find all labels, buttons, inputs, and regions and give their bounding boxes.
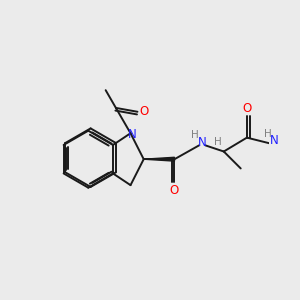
Polygon shape bbox=[144, 157, 175, 161]
Text: O: O bbox=[170, 184, 179, 196]
Text: H: H bbox=[191, 130, 199, 140]
Text: H: H bbox=[264, 129, 272, 139]
Text: O: O bbox=[242, 102, 251, 115]
Text: N: N bbox=[128, 128, 136, 141]
Text: N: N bbox=[198, 136, 207, 149]
Text: N: N bbox=[270, 134, 279, 147]
Text: H: H bbox=[214, 137, 221, 147]
Text: O: O bbox=[139, 105, 148, 118]
